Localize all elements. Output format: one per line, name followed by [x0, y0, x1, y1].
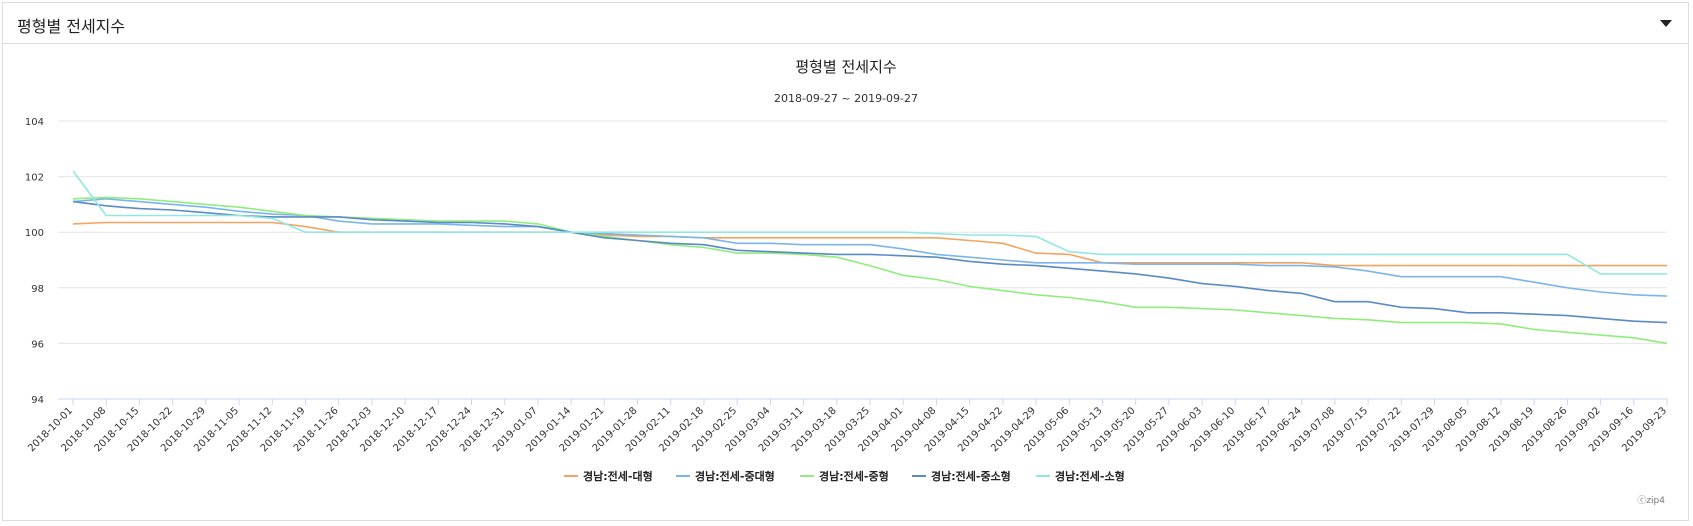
legend-label: 경남:전세-대형	[583, 469, 653, 483]
series-line[interactable]	[72, 196, 1668, 345]
legend-label: 경남:전세-소형	[1055, 469, 1125, 483]
legend: 경남:전세-대형 경남:전세-중대형 경남:전세-중형 경남:전세-중소형 경남:전세-…	[564, 469, 1125, 483]
y-tick-label: 96	[31, 339, 44, 350]
chart-grid	[58, 120, 1667, 400]
y-tick-label: 94	[31, 395, 44, 406]
series-line[interactable]	[72, 198, 1668, 297]
chart-subtitle: 2018-09-27 ~ 2019-09-27	[774, 92, 918, 105]
y-axis: 94 96 98 100 102 104	[25, 117, 44, 406]
chart-title: 평형별 전세지수	[795, 58, 896, 76]
legend-label: 경남:전세-중대형	[695, 469, 775, 483]
y-tick-label: 98	[31, 284, 44, 295]
series-line[interactable]	[72, 170, 1667, 275]
legend-item[interactable]: 경남:전세-대형	[564, 469, 653, 483]
legend-item[interactable]: 경남:전세-소형	[1036, 469, 1125, 483]
legend-item[interactable]: 경남:전세-중소형	[912, 469, 1011, 483]
legend-item[interactable]: 경남:전세-중대형	[676, 469, 775, 483]
legend-label: 경남:전세-중소형	[931, 469, 1011, 483]
y-tick-label: 104	[25, 117, 44, 128]
y-tick-label: 102	[25, 173, 44, 184]
y-tick-label: 100	[25, 228, 44, 239]
panel-title: 평형별 전세지수	[17, 17, 126, 36]
legend-label: 경남:전세-중형	[819, 469, 889, 483]
legend-item[interactable]: 경남:전세-중형	[800, 469, 889, 483]
collapse-caret-icon[interactable]	[1660, 20, 1672, 27]
panel-header: 평형별 전세지수	[3, 3, 1688, 44]
series-line[interactable]	[72, 200, 1668, 324]
x-axis: 2018-10-012018-10-082018-10-152018-10-22…	[26, 399, 1669, 454]
series-lines	[72, 170, 1668, 345]
chart-credit: ⓒzip4	[1637, 495, 1665, 506]
